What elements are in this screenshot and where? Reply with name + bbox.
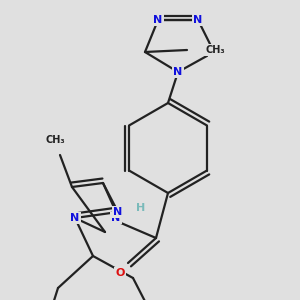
Text: N: N [173,67,183,77]
Text: N: N [194,15,202,25]
Text: H: H [136,203,146,213]
Text: CH₃: CH₃ [45,135,65,145]
Text: N: N [70,213,80,223]
Text: N: N [209,47,219,57]
Text: CH₃: CH₃ [205,45,225,55]
Text: O: O [115,268,125,278]
Text: N: N [113,207,123,217]
Text: N: N [111,213,121,223]
Text: N: N [153,15,163,25]
